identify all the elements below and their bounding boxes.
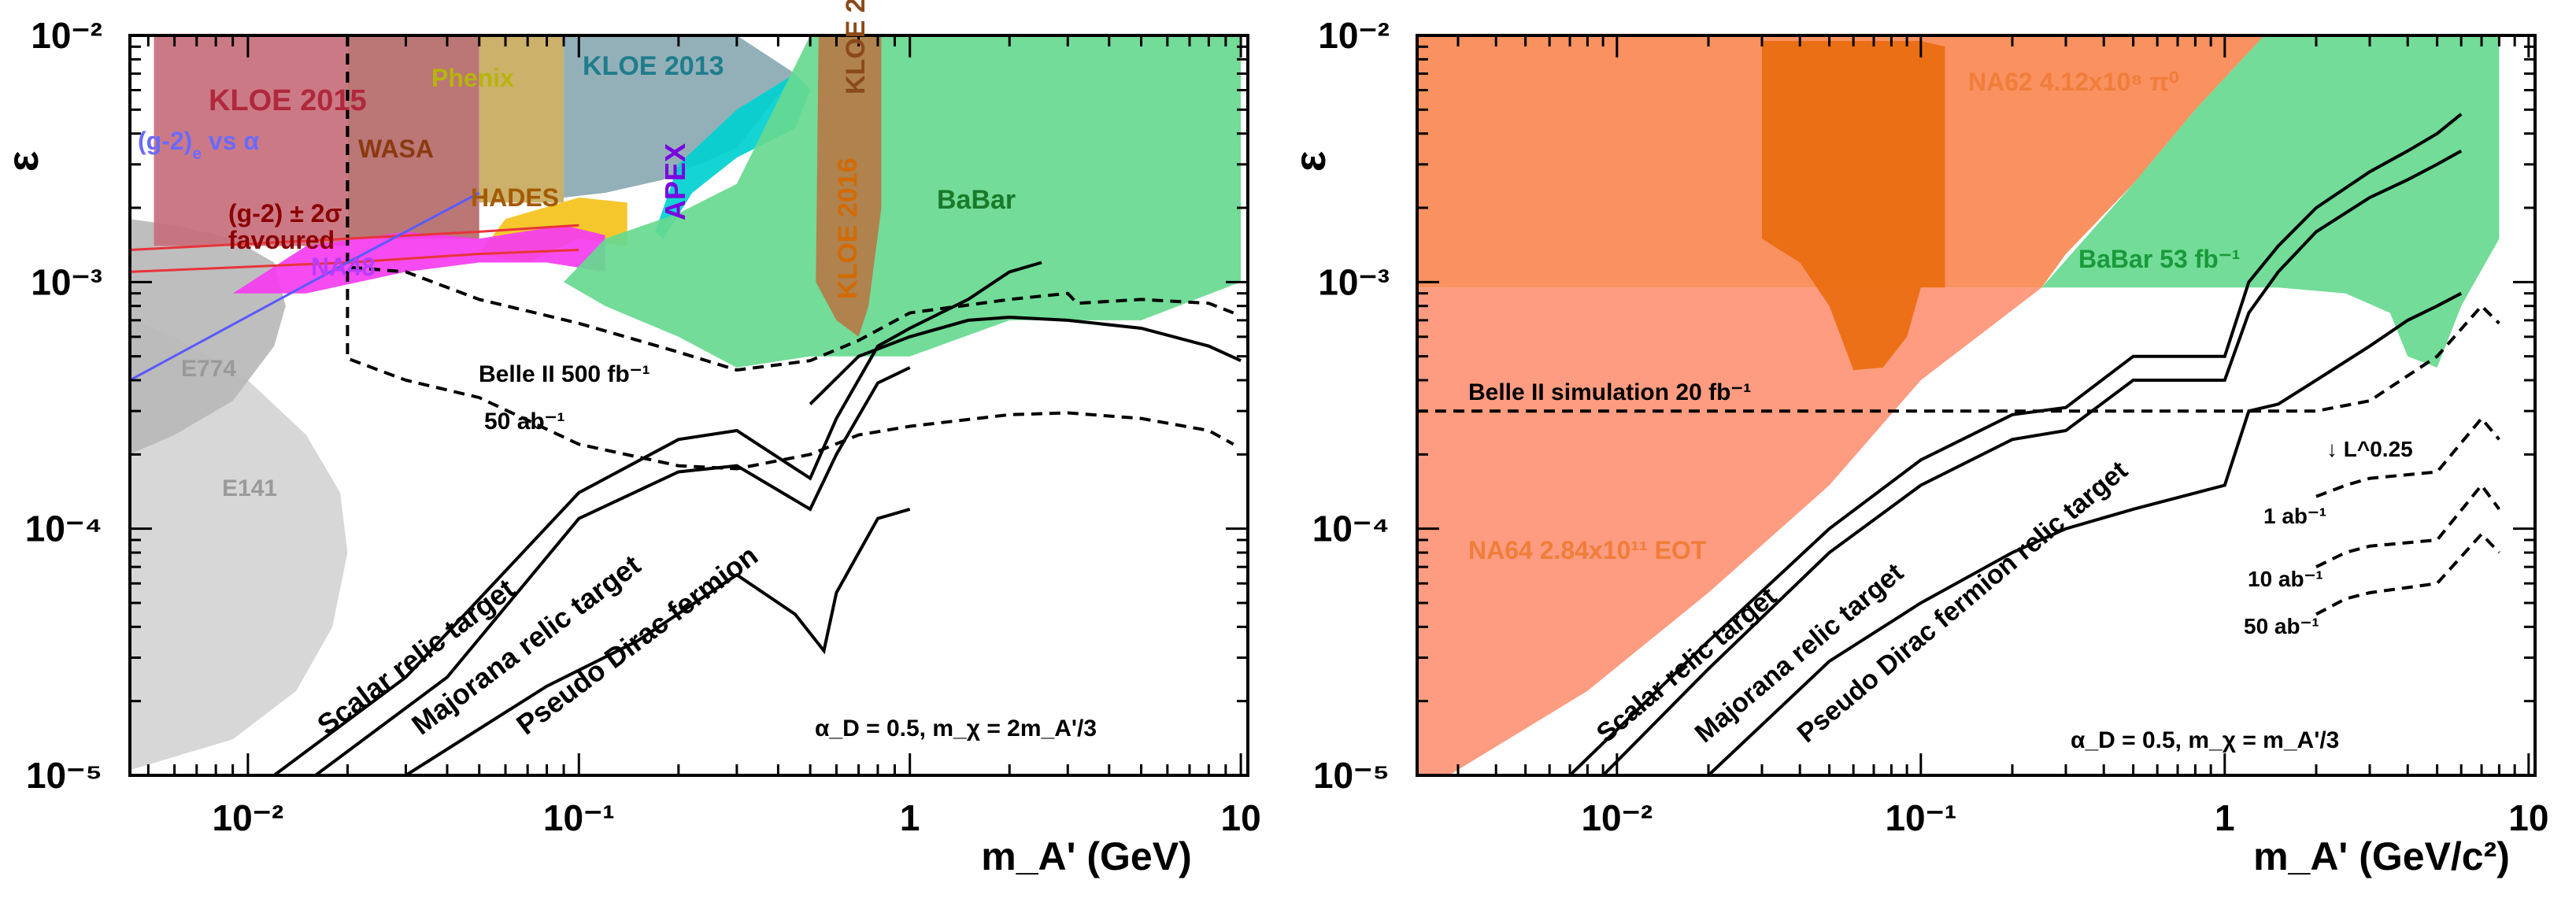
left-series-majorana-relic-target (314, 366, 911, 775)
right-xtick-label: 1 (2215, 797, 2235, 838)
right-label-d-0-5-m-m-a-3: α_D = 0.5, m_χ = m_A'/3 (2071, 727, 2339, 753)
left-region-e141 (130, 320, 348, 771)
right-y-axis-label: ε (1285, 151, 1334, 172)
right-xtick-label: 10⁻² (1581, 797, 1653, 838)
left-ytick-label: 10⁻² (31, 15, 102, 56)
left-region-na48 (232, 225, 605, 294)
left-label-kloe-2016: KLOE 2016 (833, 157, 863, 299)
left-label-babar: BaBar (937, 185, 1016, 215)
right-ytick-label: 10⁻² (1318, 15, 1390, 56)
left-label-kloe-2015: KLOE 2015 (209, 84, 367, 117)
left-label-g-2: (g-2)e vs α (138, 127, 259, 163)
left-label-apex: APEX (659, 143, 691, 220)
left-series-g-2-e-vs (130, 191, 480, 382)
left-label-e774: E774 (181, 356, 236, 382)
right-series-50-ab (2315, 531, 2500, 616)
left-region-kloe-2013 (564, 35, 795, 198)
left-label-kloe-2013: KLOE 2013 (583, 51, 724, 81)
right-region-na48-orange (1762, 41, 1945, 371)
left-xtick-label: 10⁻² (213, 797, 284, 838)
right-plot-frame (1416, 34, 2537, 777)
left-series-belle-ii-50-ab (346, 35, 1234, 471)
right-xtick-label: 10⁻¹ (1885, 797, 1956, 838)
right-label-na62-4-12x10: NA62 4.12x10⁸ π⁰ (1968, 68, 2179, 96)
left-panel: 10⁻² 10⁻¹ 1 10 10⁻⁵ 10⁻⁴ 10⁻³ 10⁻² m_A' (GeV) ε K… (0, 0, 1261, 878)
left-series-g-2-2-favoured-upper (130, 224, 579, 251)
right-ytick-label: 10⁻⁴ (1312, 508, 1390, 549)
left-region-phenix (479, 35, 564, 203)
left-label-d-0-5-m-2m-a-3: α_D = 0.5, m_χ = 2m_A'/3 (815, 716, 1097, 741)
left-label-phenix: Phenix (431, 64, 514, 92)
right-ytick-label: 10⁻⁵ (1313, 755, 1390, 796)
right-series-belle-ii-simulation-20-fb (1417, 303, 2500, 413)
right-ytick-label: 10⁻³ (1318, 261, 1390, 302)
right-label-na64-2-84x10-eot: NA64 2.84x10¹¹ EOT (1468, 536, 1707, 564)
left-series-g-2-2-favoured-lower (130, 249, 579, 273)
right-label-50-ab: 50 ab⁻¹ (2244, 614, 2319, 638)
right-label-10-ab: 10 ab⁻¹ (2248, 567, 2323, 591)
right-label-babar-53-fb: BaBar 53 fb⁻¹ (2078, 245, 2240, 273)
left-label-50-ab: 50 ab⁻¹ (484, 409, 565, 435)
left-region-wasa (347, 35, 479, 239)
right-region-babar-53-fb (2041, 35, 2500, 368)
right-series-scalar-relic-target (1568, 113, 2463, 775)
left-label-e141: E141 (222, 475, 277, 501)
left-plot-frame (128, 34, 1249, 777)
left-label-kloe-2011: KLOE 2011 (841, 0, 871, 94)
right-xtick-label: 10 (2508, 797, 2548, 838)
right-x-axis-label: m_A' (GeV/c²) (2253, 834, 2510, 878)
right-label-1-ab: 1 ab⁻¹ (2263, 504, 2326, 528)
left-xtick-label: 1 (900, 797, 920, 838)
right-series-pseudo-dirac-fermion-relic-target (1707, 291, 2463, 775)
left-series-scalar-relic-target (273, 261, 1042, 775)
left-y-axis-label: ε (0, 151, 47, 172)
left-xtick-label: 10 (1221, 797, 1261, 838)
right-label-l-0-25: ↓ L^0.25 (2326, 437, 2413, 461)
left-label-g-2-2: (g-2) ± 2σ (228, 199, 342, 227)
left-label-na48: NA48 (311, 253, 376, 281)
left-series-belle-ii-500-fb (346, 35, 1234, 372)
left-ytick-label: 10⁻⁴ (25, 508, 102, 549)
left-label-favoured: favoured (228, 226, 335, 254)
right-series-1-ab (2315, 416, 2500, 498)
left-xtick-label: 10⁻¹ (543, 797, 615, 838)
right-panel: 10⁻² 10⁻¹ 1 10 10⁻⁵ 10⁻⁴ 10⁻³ 10⁻² m_A' (GeV/c²)… (1285, 15, 2548, 878)
left-region-kloe-2015 (154, 35, 348, 246)
right-series-majorana-relic-target (1601, 150, 2463, 775)
left-ytick-label: 10⁻⁵ (26, 755, 102, 796)
left-region-kloe-2016 (816, 35, 882, 337)
left-label-hades: HADES (471, 183, 559, 212)
left-region-babar (564, 35, 1242, 368)
left-label-belle-ii-500-fb: Belle II 500 fb⁻¹ (479, 361, 650, 387)
right-region-na64-2-84x10-eot (1417, 287, 2042, 775)
left-x-axis-label: m_A' (GeV) (981, 834, 1192, 878)
right-series-10-ab (2315, 483, 2501, 568)
left-label-wasa: WASA (358, 135, 434, 163)
right-label-belle-ii-simulation-20-fb: Belle II simulation 20 fb⁻¹ (1468, 379, 1751, 405)
left-ytick-label: 10⁻³ (31, 261, 102, 302)
left-series-pseudo-dirac-fermion-relic-target (405, 507, 911, 775)
left-region-e774 (130, 219, 286, 455)
